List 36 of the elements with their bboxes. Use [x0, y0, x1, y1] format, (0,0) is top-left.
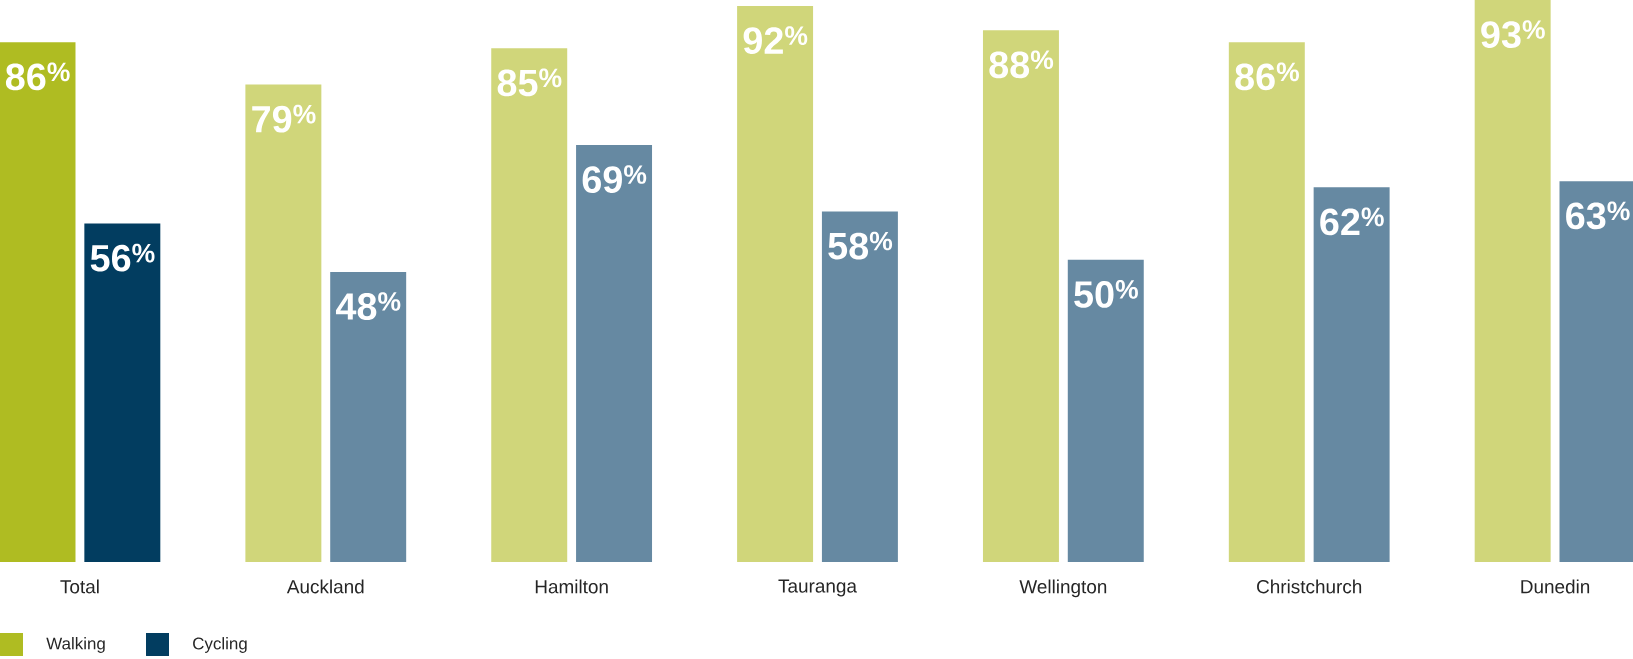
data-label: 93$^{%}$ [1481, 20, 1545, 49]
legend-label: Walking [46, 637, 105, 653]
x-tick-label: Hamilton [535, 579, 608, 594]
data-label: 63$^{%}$ [1566, 201, 1630, 230]
bar [821, 211, 898, 562]
bar [576, 145, 653, 562]
data-label: 92$^{%}$ [743, 26, 808, 55]
data-label: 56$^{%}$ [90, 243, 155, 272]
x-tick-label: Tauranga [778, 579, 857, 597]
x-tick-label: Total [60, 579, 99, 594]
data-label: 86$^{%}$ [1235, 62, 1299, 91]
bar [737, 6, 814, 562]
bar [491, 48, 568, 562]
data-label: 79$^{%}$ [252, 104, 316, 133]
data-label: 50$^{%}$ [1074, 280, 1138, 308]
legend-label: Cycling [193, 637, 247, 653]
bar [982, 30, 1059, 562]
x-tick-label: Wellington [1019, 579, 1107, 598]
x-tick-label: Dunedin [1521, 579, 1590, 594]
bar [1228, 42, 1305, 562]
data-label: 88$^{%}$ [989, 50, 1054, 79]
x-tick-label: Christchurch [1257, 579, 1362, 594]
bar [245, 84, 322, 562]
bar [1313, 187, 1390, 562]
bar [1067, 259, 1144, 562]
bar [330, 271, 407, 562]
bar [0, 42, 76, 562]
data-label: 48$^{%}$ [335, 292, 401, 320]
data-label: 86$^{%}$ [5, 62, 70, 91]
data-label: 69$^{%}$ [582, 165, 647, 194]
data-label: 58$^{%}$ [828, 231, 893, 260]
bar [84, 223, 161, 562]
bar [1474, 0, 1551, 562]
data-label: 85$^{%}$ [497, 68, 562, 97]
x-tick-label: Auckland [286, 579, 364, 594]
data-label: 62$^{%}$ [1320, 207, 1384, 236]
